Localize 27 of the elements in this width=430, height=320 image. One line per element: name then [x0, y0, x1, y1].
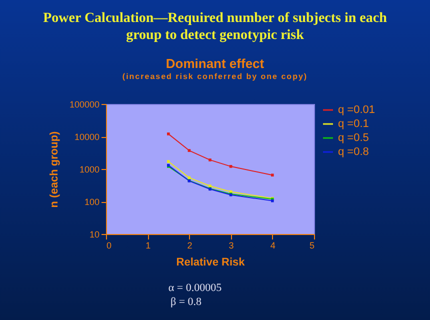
y-axis-title: n (each group)	[48, 130, 60, 208]
chart-subtitle: Dominant effect	[164, 56, 266, 71]
chart-title: Power Calculation—Required number of subjects in each group to detect genotypic risk	[42, 10, 388, 44]
point	[270, 174, 274, 176]
y-tick-label: 10	[89, 230, 100, 240]
text: β = 0.8	[169, 296, 203, 308]
x-tick-label: 2	[187, 240, 192, 250]
point	[166, 132, 170, 136]
x-axis-title: Relative Risk	[176, 256, 246, 268]
legend-label: q =0.8	[338, 146, 369, 158]
y-tick-label: 100	[84, 197, 100, 207]
y-tick-label: 1000	[79, 164, 100, 174]
x-tick-label: 4	[270, 240, 276, 250]
point	[166, 160, 170, 163]
point	[229, 165, 232, 168]
text: (increased risk conferred by one copy)	[121, 72, 309, 81]
x-tick-label: 1	[146, 240, 151, 250]
text: α = 0.00005	[167, 282, 223, 294]
point	[188, 149, 191, 152]
legend-label: q =0.01	[338, 104, 376, 116]
y-tick-label: 10000	[74, 132, 100, 142]
x-tick-label: 3	[228, 240, 234, 250]
x-tick-label: 0	[106, 240, 112, 250]
y-tick-label: 100000	[69, 100, 100, 110]
legend-label: q =0.5	[338, 132, 369, 144]
x-tick-label: 5	[309, 240, 314, 250]
legend-label: q =0.1	[338, 118, 369, 130]
